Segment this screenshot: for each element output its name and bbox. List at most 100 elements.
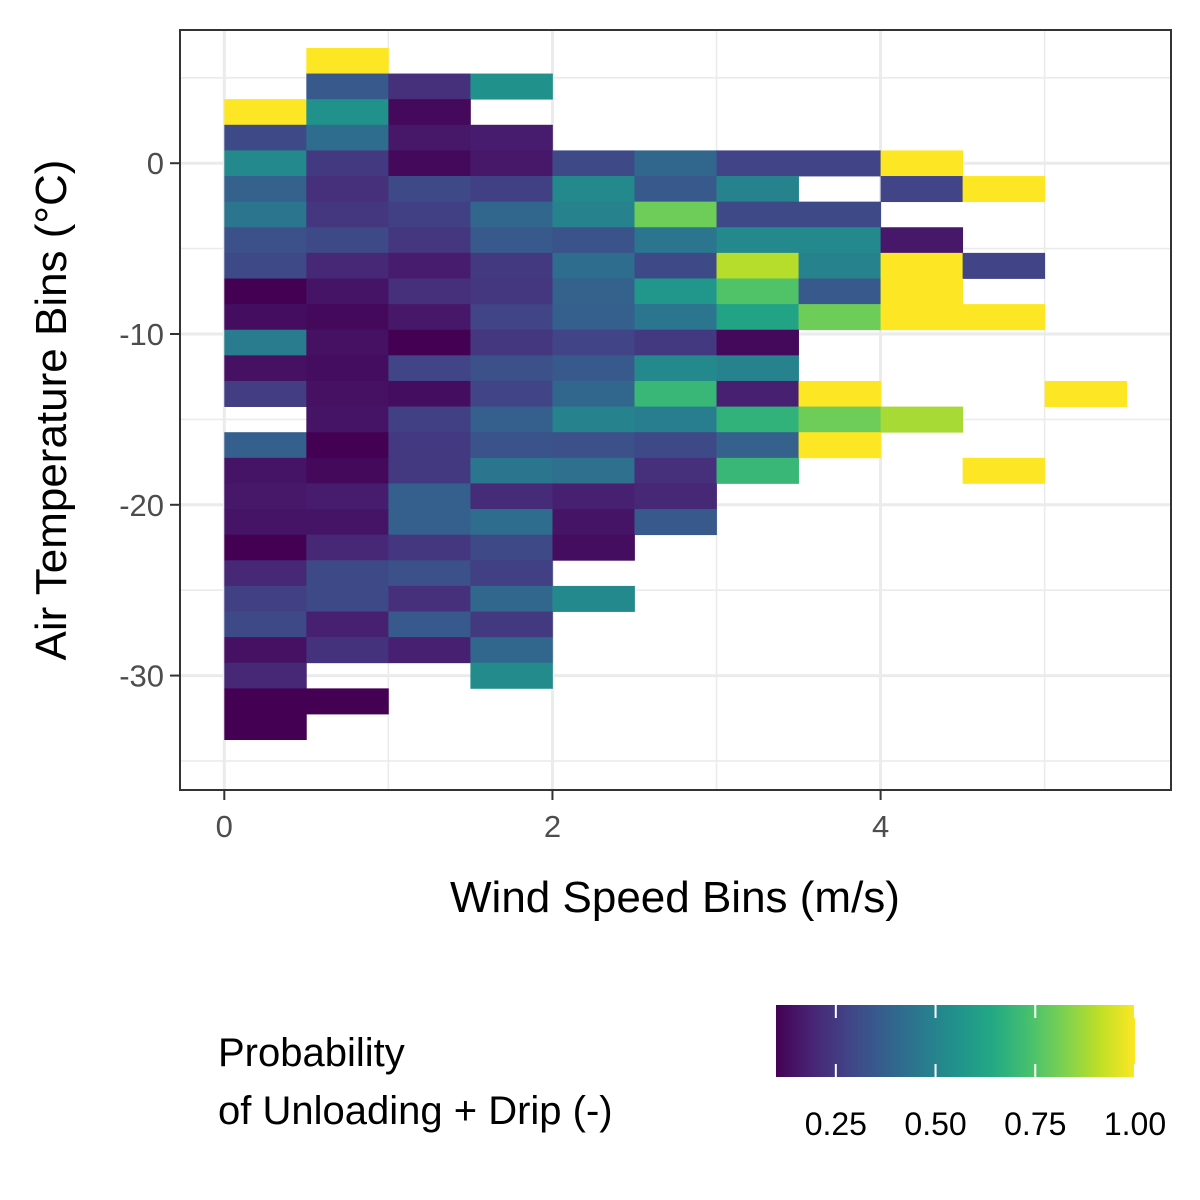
heatmap-cell (224, 176, 307, 203)
heatmap-cell (716, 278, 799, 305)
heatmap-cell (306, 637, 389, 664)
heatmap-cell (880, 278, 964, 305)
heatmap-cell (880, 176, 964, 203)
heatmap-cell (470, 637, 553, 664)
heatmap-cell (224, 150, 307, 177)
heatmap-cell (388, 611, 471, 638)
heatmap-cell (306, 47, 389, 74)
heatmap-cell (306, 278, 389, 305)
heatmap-cell (716, 176, 799, 203)
heatmap-cell (798, 201, 881, 228)
heatmap-cell (716, 432, 799, 459)
heatmap-cell (552, 534, 635, 561)
heatmap-cell (634, 201, 717, 228)
heatmap-cell (470, 534, 553, 561)
heatmap-cell (634, 227, 717, 254)
heatmap-cell (388, 406, 471, 433)
heatmap-cell (224, 252, 307, 279)
heatmap-cell (470, 176, 553, 203)
heatmap-cell (306, 406, 389, 433)
heatmap-cell (552, 457, 635, 484)
heatmap-cell (470, 304, 553, 331)
y-tick-label: -30 (119, 659, 164, 694)
heatmap-cell (388, 304, 471, 331)
heatmap-cell (224, 304, 307, 331)
heatmap-cell (716, 355, 799, 382)
heatmap-cell (306, 73, 389, 100)
heatmap-cell (306, 457, 389, 484)
heatmap-cell (962, 176, 1046, 203)
heatmap-cell (224, 662, 307, 689)
heatmap-cell (880, 304, 964, 331)
heatmap-cell (224, 355, 307, 382)
heatmap-cell (388, 227, 471, 254)
legend-tick-label: 0.75 (1004, 1106, 1066, 1142)
heatmap-cell (552, 483, 635, 510)
heatmap-cell (470, 201, 553, 228)
heatmap-cell (224, 560, 307, 587)
heatmap-cell (306, 329, 389, 356)
heatmap-cell (224, 637, 307, 664)
heatmap-cell (388, 201, 471, 228)
heatmap-cell (470, 278, 553, 305)
y-tick-label: 0 (147, 146, 164, 181)
heatmap-cell (798, 278, 881, 305)
axes: 0 2 4 0 -10 -20 -30 (119, 146, 889, 844)
heatmap-cell (716, 380, 799, 407)
heatmap-cells (224, 47, 1128, 741)
heatmap-cell (798, 432, 881, 459)
heatmap-cell (552, 432, 635, 459)
heatmap-cell (880, 252, 964, 279)
heatmap-cell (880, 406, 964, 433)
heatmap-cell (388, 124, 471, 151)
heatmap-cell (470, 406, 553, 433)
heatmap-cell (224, 278, 307, 305)
heatmap-cell (224, 124, 307, 151)
heatmap-cell (388, 176, 471, 203)
heatmap-cell (552, 201, 635, 228)
heatmap-cell (716, 304, 799, 331)
heatmap-cell (880, 227, 964, 254)
x-tick-label: 0 (216, 809, 233, 844)
heatmap-cell (224, 611, 307, 638)
heatmap-cell (634, 406, 717, 433)
heatmap-cell (470, 483, 553, 510)
heatmap-cell (224, 329, 307, 356)
x-tick-label: 2 (544, 809, 561, 844)
heatmap-cell (470, 124, 553, 151)
color-legend: Probability of Unloading + Drip (-) 0.25… (218, 1005, 1166, 1142)
heatmap-cell (552, 150, 635, 177)
heatmap-cell (306, 355, 389, 382)
heatmap-cell (224, 201, 307, 228)
heatmap-cell (306, 201, 389, 228)
heatmap-cell (634, 252, 717, 279)
heatmap-cell (552, 406, 635, 433)
heatmap-cell (388, 278, 471, 305)
x-tick-label: 4 (872, 809, 889, 844)
heatmap-cell (224, 534, 307, 561)
heatmap-cell (552, 176, 635, 203)
heatmap-cell (470, 380, 553, 407)
heatmap-cell (634, 380, 717, 407)
heatmap-cell (470, 509, 553, 536)
heatmap-cell (470, 329, 553, 356)
heatmap-cell (634, 483, 717, 510)
heatmap-cell (634, 150, 717, 177)
heatmap-cell (224, 457, 307, 484)
heatmap-cell (224, 585, 307, 612)
heatmap-cell (470, 227, 553, 254)
legend-tick-label: 1.00 (1104, 1106, 1166, 1142)
heatmap-cell (798, 304, 881, 331)
legend-ticks: 0.25 0.50 0.75 1.00 (805, 1005, 1166, 1142)
y-tick-label: -10 (119, 317, 164, 352)
heatmap-cell (388, 380, 471, 407)
heatmap-cell (634, 355, 717, 382)
heatmap-cell (306, 560, 389, 587)
heatmap-cell (306, 124, 389, 151)
y-tick-label: -20 (119, 488, 164, 523)
heatmap-cell (962, 304, 1046, 331)
heatmap-cell (306, 380, 389, 407)
heatmap-cell (798, 380, 881, 407)
plot-panel-border (179, 29, 1172, 791)
